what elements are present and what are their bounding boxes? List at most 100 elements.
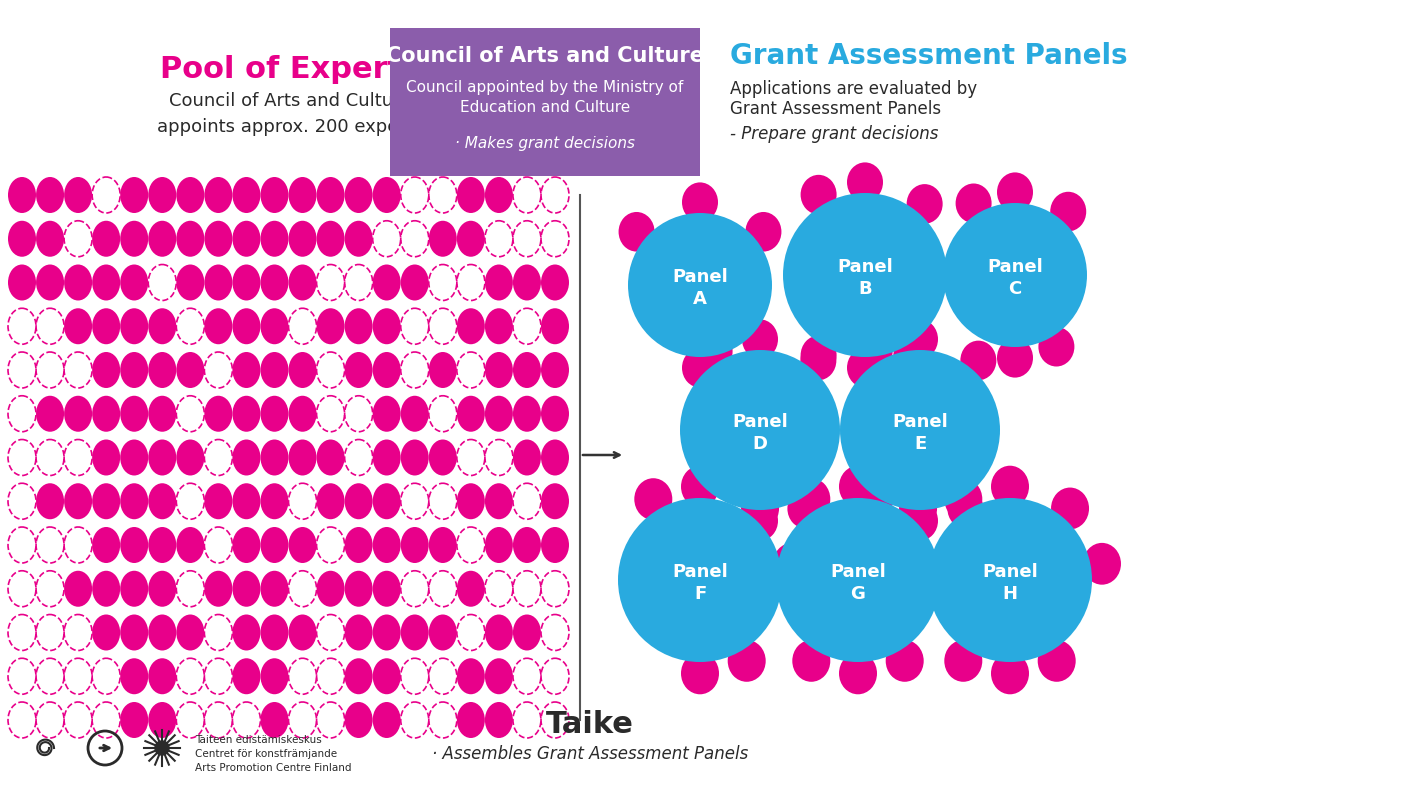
Text: B: B bbox=[859, 280, 872, 298]
Ellipse shape bbox=[745, 212, 781, 252]
Ellipse shape bbox=[484, 702, 513, 738]
Ellipse shape bbox=[456, 308, 484, 345]
Text: Panel: Panel bbox=[831, 563, 886, 581]
Circle shape bbox=[928, 498, 1093, 662]
Ellipse shape bbox=[148, 440, 176, 475]
Ellipse shape bbox=[345, 615, 373, 650]
Ellipse shape bbox=[120, 265, 148, 300]
Ellipse shape bbox=[839, 466, 877, 508]
Ellipse shape bbox=[991, 466, 1029, 508]
Text: Grant Assessment Panels: Grant Assessment Panels bbox=[729, 100, 941, 118]
Ellipse shape bbox=[120, 440, 148, 475]
Text: Panel: Panel bbox=[672, 563, 728, 581]
Ellipse shape bbox=[513, 615, 541, 650]
Text: Education and Culture: Education and Culture bbox=[460, 100, 631, 115]
Text: G: G bbox=[850, 585, 866, 603]
Ellipse shape bbox=[289, 615, 317, 650]
Ellipse shape bbox=[991, 653, 1029, 695]
Text: Panel: Panel bbox=[987, 258, 1043, 276]
Ellipse shape bbox=[401, 440, 429, 475]
Ellipse shape bbox=[37, 221, 63, 257]
Ellipse shape bbox=[401, 396, 429, 432]
Ellipse shape bbox=[120, 527, 148, 563]
Ellipse shape bbox=[429, 615, 456, 650]
Text: F: F bbox=[694, 585, 707, 603]
Circle shape bbox=[943, 203, 1087, 347]
Ellipse shape bbox=[148, 702, 176, 738]
Text: Panel: Panel bbox=[672, 268, 728, 286]
Ellipse shape bbox=[92, 352, 120, 388]
Ellipse shape bbox=[429, 221, 456, 257]
Ellipse shape bbox=[513, 440, 541, 475]
Ellipse shape bbox=[1050, 488, 1088, 529]
Ellipse shape bbox=[484, 483, 513, 520]
Text: C: C bbox=[1008, 280, 1022, 298]
Ellipse shape bbox=[848, 348, 883, 387]
Text: A: A bbox=[693, 290, 707, 308]
Ellipse shape bbox=[204, 177, 232, 213]
Circle shape bbox=[783, 193, 948, 357]
Circle shape bbox=[680, 350, 841, 510]
Ellipse shape bbox=[232, 221, 260, 257]
Ellipse shape bbox=[317, 221, 345, 257]
Text: Arts Promotion Centre Finland: Arts Promotion Centre Finland bbox=[194, 763, 352, 773]
Ellipse shape bbox=[513, 527, 541, 563]
Ellipse shape bbox=[793, 478, 831, 520]
Ellipse shape bbox=[260, 571, 289, 607]
Ellipse shape bbox=[148, 658, 176, 695]
Ellipse shape bbox=[945, 478, 983, 520]
Ellipse shape bbox=[800, 341, 836, 380]
Text: Centret för konstfrämjande: Centret för konstfrämjande bbox=[194, 749, 337, 759]
Ellipse shape bbox=[1038, 640, 1076, 682]
Ellipse shape bbox=[120, 658, 148, 695]
Ellipse shape bbox=[92, 483, 120, 520]
Ellipse shape bbox=[345, 352, 373, 388]
Ellipse shape bbox=[373, 265, 401, 300]
Ellipse shape bbox=[373, 352, 401, 388]
Ellipse shape bbox=[513, 396, 541, 432]
Ellipse shape bbox=[176, 615, 204, 650]
Text: Council of Arts and Culture: Council of Arts and Culture bbox=[386, 46, 704, 66]
Ellipse shape bbox=[120, 308, 148, 345]
Circle shape bbox=[155, 741, 169, 755]
Ellipse shape bbox=[456, 658, 484, 695]
Text: Panel: Panel bbox=[893, 413, 948, 431]
Ellipse shape bbox=[997, 338, 1033, 378]
Ellipse shape bbox=[429, 440, 456, 475]
Ellipse shape bbox=[681, 182, 718, 222]
Ellipse shape bbox=[232, 396, 260, 432]
Ellipse shape bbox=[120, 702, 148, 738]
Ellipse shape bbox=[948, 489, 983, 528]
Ellipse shape bbox=[401, 527, 429, 563]
Ellipse shape bbox=[260, 352, 289, 388]
Ellipse shape bbox=[373, 615, 401, 650]
Ellipse shape bbox=[232, 527, 260, 563]
Ellipse shape bbox=[373, 396, 401, 432]
Ellipse shape bbox=[900, 488, 938, 529]
Ellipse shape bbox=[120, 177, 148, 213]
Ellipse shape bbox=[429, 527, 456, 563]
Ellipse shape bbox=[204, 308, 232, 345]
Ellipse shape bbox=[289, 177, 317, 213]
Ellipse shape bbox=[903, 501, 938, 541]
Text: Taiteen edistämiskeskus: Taiteen edistämiskeskus bbox=[194, 735, 322, 745]
Ellipse shape bbox=[681, 653, 719, 695]
Ellipse shape bbox=[120, 221, 148, 257]
Ellipse shape bbox=[176, 221, 204, 257]
Ellipse shape bbox=[317, 440, 345, 475]
Ellipse shape bbox=[907, 184, 942, 223]
Text: - Prepare grant decisions: - Prepare grant decisions bbox=[729, 125, 938, 143]
Text: D: D bbox=[752, 435, 767, 453]
Ellipse shape bbox=[289, 352, 317, 388]
Ellipse shape bbox=[176, 440, 204, 475]
Ellipse shape bbox=[484, 265, 513, 300]
Ellipse shape bbox=[204, 221, 232, 257]
Ellipse shape bbox=[345, 221, 373, 257]
Ellipse shape bbox=[260, 527, 289, 563]
Text: Panel: Panel bbox=[838, 258, 893, 276]
Ellipse shape bbox=[513, 352, 541, 388]
Ellipse shape bbox=[541, 308, 569, 345]
Ellipse shape bbox=[894, 336, 929, 375]
Text: Pool of Experts: Pool of Experts bbox=[159, 55, 420, 84]
Ellipse shape bbox=[801, 175, 836, 215]
